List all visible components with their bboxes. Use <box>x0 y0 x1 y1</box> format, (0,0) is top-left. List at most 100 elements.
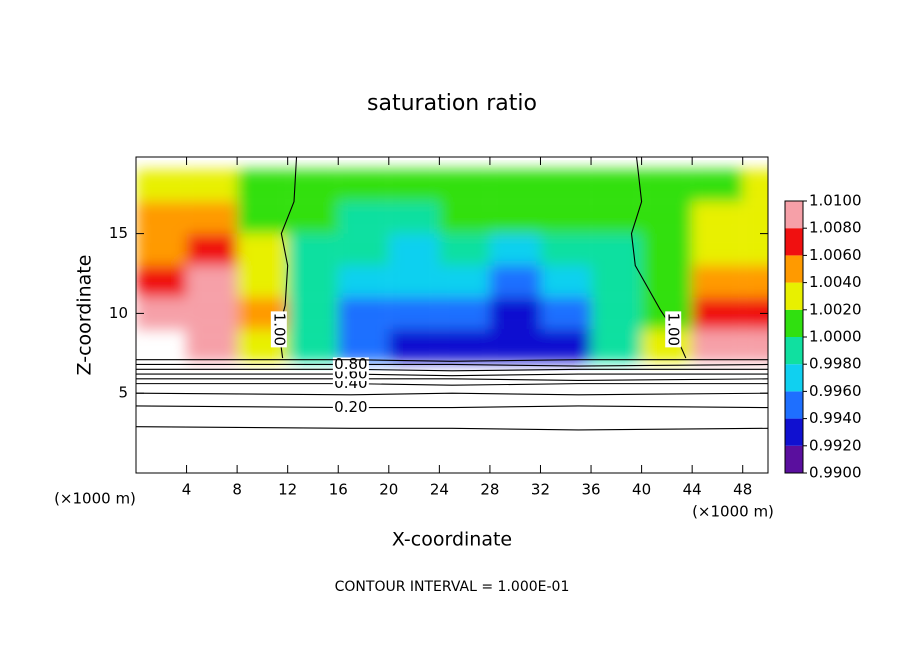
x-tick-label: 28 <box>480 481 499 499</box>
contour-label: 0.80 <box>334 355 367 373</box>
cell <box>388 201 440 234</box>
cell <box>692 169 743 202</box>
cell <box>338 329 389 362</box>
y-tick-label: 15 <box>109 224 128 242</box>
contour-line <box>135 426 769 431</box>
colorbar-tick-label: 0.9920 <box>809 436 862 454</box>
contour-label-bg <box>332 357 369 372</box>
cell <box>641 233 693 266</box>
cell <box>439 329 490 362</box>
colorbar-bin <box>785 364 803 392</box>
x-tick-label: 32 <box>531 481 550 499</box>
colorbar-tick-label: 1.0040 <box>809 273 862 291</box>
contour-label: 1.00 <box>270 313 288 346</box>
cell <box>591 297 642 330</box>
x-unit-left: (×1000 m) <box>54 490 136 508</box>
cell <box>591 169 642 202</box>
cell <box>439 169 490 202</box>
cell <box>540 233 592 266</box>
colorbar-tick-label: 1.0060 <box>809 246 862 264</box>
cell <box>742 233 768 266</box>
contour-line <box>136 373 768 377</box>
cell <box>136 169 187 202</box>
colorbar-bin <box>785 282 803 310</box>
cell <box>591 233 642 266</box>
y-tick-label: 5 <box>118 384 128 402</box>
contour-line <box>136 363 769 367</box>
contour-line <box>135 405 769 409</box>
contour-label-bg <box>270 311 287 348</box>
footer: CONTOUR INTERVAL = 1.000E-01 <box>335 579 570 595</box>
cell <box>237 265 288 298</box>
colorbar-bin <box>785 309 803 337</box>
cell <box>338 233 389 266</box>
cell <box>591 265 642 298</box>
cell <box>186 233 238 266</box>
cell <box>338 169 389 202</box>
cell <box>742 265 768 298</box>
contour-line <box>136 359 768 362</box>
cell <box>439 233 490 266</box>
cell <box>388 169 440 202</box>
colorbar-tick-label: 1.0080 <box>809 219 862 237</box>
cell <box>237 233 288 266</box>
colorbar-tick-label: 1.0000 <box>809 328 862 346</box>
cell <box>641 169 693 202</box>
x-tick-label: 48 <box>733 481 752 499</box>
cell <box>692 233 743 266</box>
cell <box>439 265 490 298</box>
x-tick-label: 40 <box>632 481 651 499</box>
contour-line <box>136 368 768 372</box>
cell <box>136 233 187 266</box>
cell <box>641 201 693 234</box>
cell <box>338 201 389 234</box>
y-tick-label: 10 <box>109 304 128 322</box>
colorbar-tick-label: 0.9980 <box>809 355 862 373</box>
colorbar-bin <box>785 337 803 365</box>
cell <box>439 297 490 330</box>
contour-label-bg <box>332 400 369 415</box>
cell <box>287 169 339 202</box>
cell <box>540 329 592 362</box>
contour-line <box>136 383 768 386</box>
cell <box>287 201 339 234</box>
cell <box>641 265 693 298</box>
x-tick-label: 4 <box>182 481 192 499</box>
cell <box>136 201 187 234</box>
cell <box>136 265 187 298</box>
contour-label: 1.00 <box>665 313 683 346</box>
overlay: 0.200.400.600.801.00 1.004 8 12 16 20 24 28 32 36… <box>109 156 769 499</box>
colorbar-tick-label: 0.9940 <box>809 409 862 427</box>
cell <box>591 329 642 362</box>
x-tick-label: 44 <box>683 481 702 499</box>
x-tick-label: 16 <box>329 481 348 499</box>
cell <box>388 233 440 266</box>
cell <box>186 201 238 234</box>
cell <box>136 297 187 330</box>
cell <box>338 297 389 330</box>
cell <box>489 265 541 298</box>
colorbar-bin <box>785 391 803 419</box>
cell <box>489 169 541 202</box>
cell <box>692 201 743 234</box>
cell <box>287 329 339 362</box>
contour-line <box>136 378 769 381</box>
chart-title: saturation ratio <box>367 91 537 116</box>
plot-frame <box>135 156 769 474</box>
cell <box>186 265 238 298</box>
cell <box>338 265 389 298</box>
cell <box>742 329 768 362</box>
cell <box>287 265 339 298</box>
x-tick-label: 24 <box>430 481 449 499</box>
contour-line <box>135 392 769 396</box>
cell <box>742 169 768 202</box>
colorbar-bin <box>785 201 803 229</box>
contour-label-bg <box>665 311 682 348</box>
cell <box>237 169 288 202</box>
cell <box>287 233 339 266</box>
colorbar-tick-label: 0.9960 <box>809 382 862 400</box>
y-axis-label: Z-coordinate <box>74 255 96 376</box>
cell <box>186 169 238 202</box>
x-unit-right: (×1000 m) <box>692 503 774 521</box>
